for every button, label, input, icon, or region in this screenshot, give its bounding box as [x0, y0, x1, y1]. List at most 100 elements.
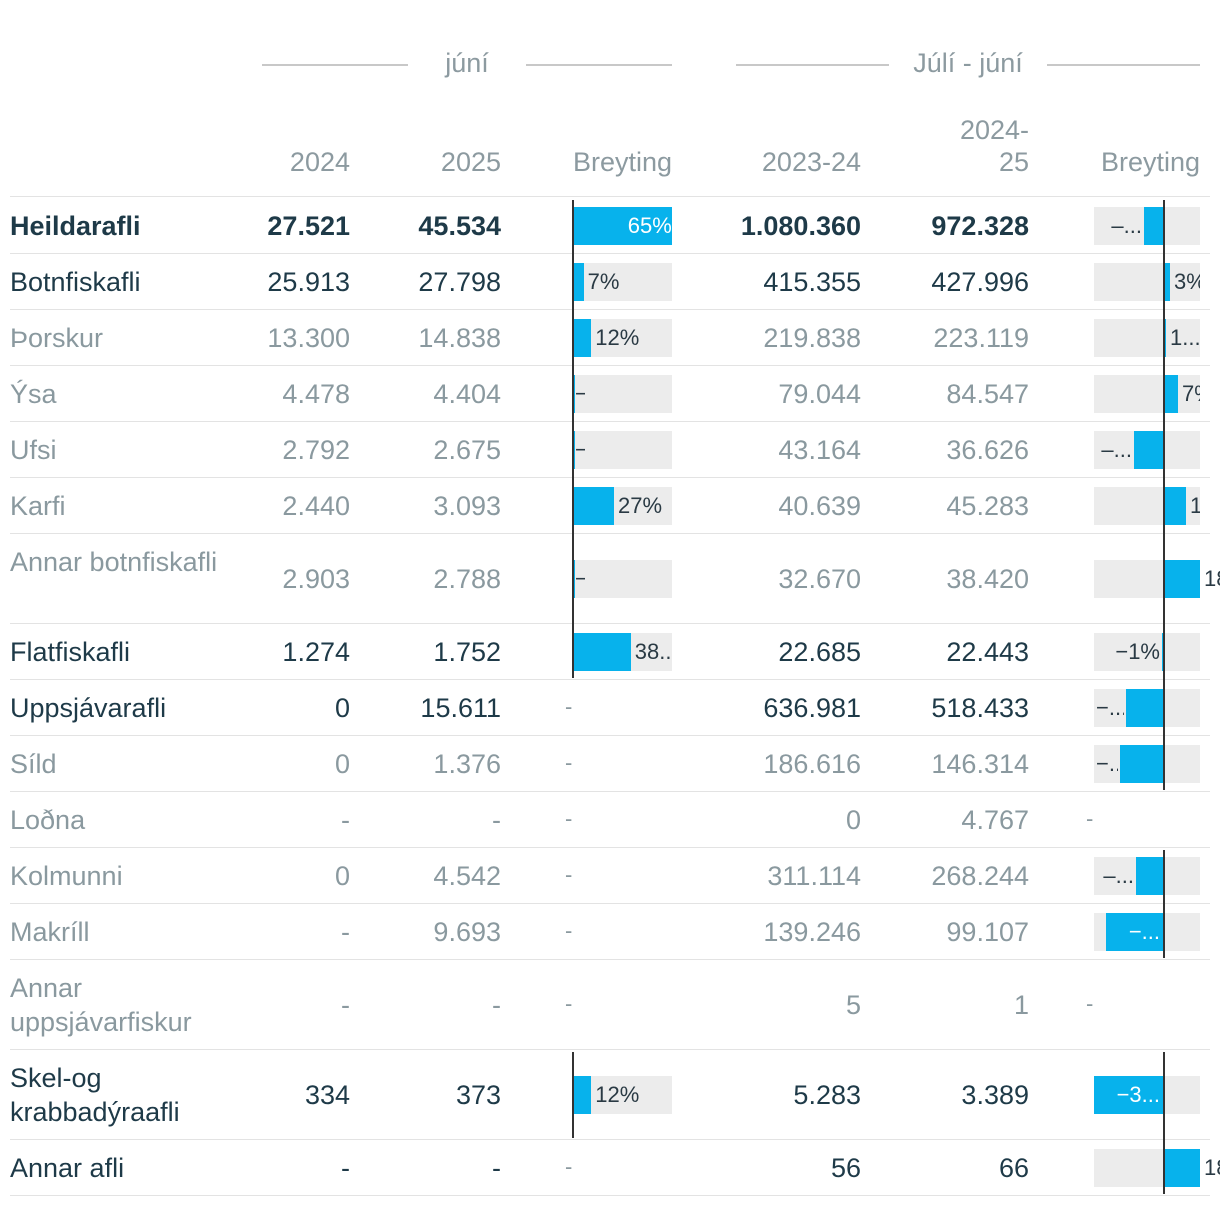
- jun-change-bar-track: [573, 263, 672, 301]
- year-change-bar: [1126, 689, 1164, 727]
- row-label: Makríll: [10, 917, 90, 947]
- value-jun2025: -: [492, 805, 501, 835]
- value-yr2324: 139.246: [763, 917, 861, 947]
- row-label: Skel-og krabbadýraafli: [10, 1063, 180, 1127]
- group-header-0: júní: [262, 44, 672, 84]
- value-jun2024: 2.792: [282, 435, 350, 465]
- year-change-label: −1%: [1115, 639, 1160, 664]
- jun-change-empty-mark: -: [565, 806, 573, 831]
- row-separator: [10, 365, 1210, 366]
- value-jun2025: 15.611: [420, 693, 501, 723]
- value-jun2024: 27.521: [267, 211, 350, 241]
- jun-change-label: 27%: [618, 493, 663, 518]
- value-yr2425: 268.244: [931, 861, 1029, 891]
- row-separator: [10, 847, 1210, 848]
- jun-change-label: −2%: [575, 381, 585, 406]
- value-yr2324: 5.283: [793, 1080, 861, 1110]
- value-yr2425: 84.547: [946, 379, 1029, 409]
- row-label: Loðna: [10, 805, 86, 835]
- year-change-bar: [1144, 207, 1164, 245]
- row-separator: [10, 1049, 1210, 1050]
- value-jun2025: 45.534: [418, 211, 501, 241]
- value-jun2025: 2.788: [433, 564, 501, 594]
- year-change-label: −...: [1096, 695, 1124, 720]
- row-separator: [10, 421, 1210, 422]
- value-jun2025: -: [492, 1153, 501, 1183]
- row-label: Ufsi: [10, 435, 57, 465]
- year-change-bar: [1164, 375, 1178, 413]
- value-yr2425: 99.107: [946, 917, 1029, 947]
- row-label: Síld: [10, 749, 57, 779]
- value-jun2024: 0: [334, 749, 350, 779]
- row-label: Þorskur: [10, 323, 104, 353]
- value-jun2024: 2.440: [282, 491, 350, 521]
- value-yr2425: 427.996: [931, 267, 1029, 297]
- year-change-label: –...: [1101, 437, 1132, 462]
- value-yr2425: 3.389: [961, 1080, 1029, 1110]
- row-separator: [10, 959, 1210, 960]
- group-rule: [526, 64, 672, 66]
- year-change-label: −3...: [1116, 1082, 1160, 1107]
- value-yr2425: 146.314: [931, 749, 1029, 779]
- header-rule: [10, 196, 1210, 197]
- jun-change-bar: [573, 319, 592, 357]
- jun-change-bar-track: [573, 431, 672, 469]
- value-jun2025: 1.752: [433, 637, 501, 667]
- value-jun2024: 2.903: [282, 564, 350, 594]
- year-change-label: −...: [1096, 751, 1118, 776]
- jun-change-empty-mark: -: [565, 991, 573, 1016]
- jun-change-label: 12%: [595, 1082, 640, 1107]
- year-change-label: 3%: [1174, 269, 1200, 294]
- value-jun2024: -: [341, 805, 350, 835]
- value-jun2024: -: [341, 990, 350, 1020]
- value-yr2324: 32.670: [778, 564, 861, 594]
- row-separator: [10, 903, 1210, 904]
- value-jun2025: 27.798: [418, 267, 501, 297]
- value-jun2025: 4.542: [433, 861, 501, 891]
- jun-change-bar: [573, 263, 584, 301]
- year-change-empty-mark: -: [1086, 991, 1094, 1016]
- row-label: Karfi: [10, 491, 66, 521]
- value-yr2324: 186.616: [763, 749, 861, 779]
- year-change-zero-axis: [1163, 200, 1165, 790]
- year-change-bar: [1094, 1076, 1164, 1114]
- value-yr2324: 22.685: [778, 637, 861, 667]
- value-jun2025: -: [492, 990, 501, 1020]
- jun-change-zero-axis: [572, 1052, 574, 1138]
- column-header-6: Breyting: [1100, 147, 1200, 177]
- column-header-3: Breyting: [572, 147, 672, 177]
- column-header-1: 2024: [289, 147, 350, 177]
- row-separator: [10, 623, 1210, 624]
- value-jun2025: 3.093: [433, 491, 501, 521]
- year-change-bar: [1106, 913, 1164, 951]
- row-label: Heildarafli: [10, 211, 141, 241]
- row-separator: [10, 533, 1210, 534]
- year-change-label: –...: [1111, 213, 1142, 238]
- jun-change-bar: [573, 487, 615, 525]
- jun-change-bar: [573, 375, 575, 413]
- year-change-label: −...: [1128, 919, 1160, 944]
- value-yr2324: 1.080.360: [740, 211, 861, 241]
- year-change-bar-track: [1094, 263, 1200, 301]
- year-change-label: 18%: [1204, 566, 1220, 591]
- jun-change-label: 7%: [587, 269, 620, 294]
- jun-change-bar-track: [573, 560, 672, 598]
- value-yr2425: 1: [1013, 990, 1029, 1020]
- value-jun2024: 0: [334, 693, 350, 723]
- value-yr2425: 45.283: [946, 491, 1029, 521]
- value-yr2324: 219.838: [763, 323, 861, 353]
- value-jun2025: 1.376: [433, 749, 501, 779]
- jun-change-bar: [573, 1076, 592, 1114]
- jun-change-empty-mark: -: [565, 1154, 573, 1179]
- year-change-empty-mark: -: [1086, 806, 1094, 831]
- value-yr2324: 415.355: [763, 267, 861, 297]
